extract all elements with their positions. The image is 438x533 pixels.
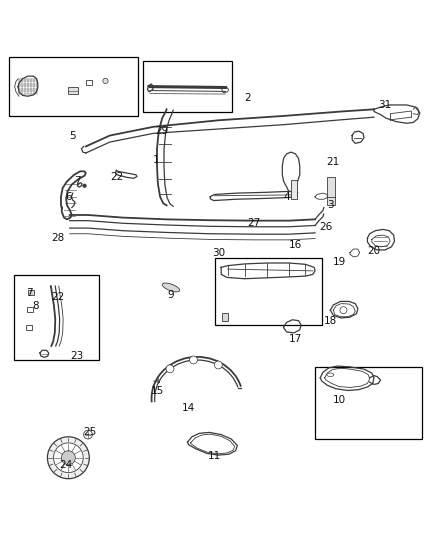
Text: 7: 7 <box>74 176 81 187</box>
Text: 8: 8 <box>32 301 39 311</box>
Circle shape <box>83 184 86 188</box>
Text: 21: 21 <box>326 157 339 167</box>
Bar <box>10 57 138 116</box>
Circle shape <box>340 306 347 313</box>
Text: 16: 16 <box>289 240 302 249</box>
Text: 20: 20 <box>367 246 381 256</box>
Text: 24: 24 <box>60 460 73 470</box>
Text: 6: 6 <box>65 192 72 201</box>
Circle shape <box>47 437 89 479</box>
Text: 17: 17 <box>289 334 302 344</box>
Circle shape <box>214 361 222 369</box>
Text: 3: 3 <box>327 200 334 211</box>
Ellipse shape <box>327 373 334 376</box>
Text: 1: 1 <box>152 155 159 165</box>
Text: 7: 7 <box>26 288 32 298</box>
Text: 28: 28 <box>51 233 64 243</box>
Bar <box>68 87 78 94</box>
Bar <box>143 61 232 111</box>
Bar <box>215 258 321 326</box>
Text: 23: 23 <box>71 351 84 361</box>
Text: 4: 4 <box>283 192 290 201</box>
Text: 14: 14 <box>182 403 195 414</box>
Text: 25: 25 <box>84 427 97 438</box>
Bar <box>27 307 33 312</box>
Text: 2: 2 <box>244 93 251 103</box>
Circle shape <box>61 451 75 465</box>
Text: 22: 22 <box>110 172 123 182</box>
Bar <box>223 313 228 321</box>
Text: 5: 5 <box>69 131 76 141</box>
Text: 10: 10 <box>332 394 346 405</box>
Text: 19: 19 <box>332 257 346 267</box>
Ellipse shape <box>162 283 180 292</box>
Bar <box>291 181 297 199</box>
Text: 15: 15 <box>151 386 165 396</box>
Bar <box>315 367 422 439</box>
Bar <box>86 79 92 85</box>
Text: 18: 18 <box>324 316 337 326</box>
Text: 29: 29 <box>155 126 169 136</box>
Circle shape <box>84 430 92 439</box>
Circle shape <box>103 78 108 84</box>
Text: 27: 27 <box>247 218 261 228</box>
Bar <box>26 325 32 330</box>
Circle shape <box>166 365 174 373</box>
Circle shape <box>53 443 83 473</box>
Text: 30: 30 <box>212 248 226 259</box>
Bar <box>14 275 99 360</box>
Text: 31: 31 <box>378 100 392 110</box>
Text: 9: 9 <box>168 290 174 300</box>
Text: 26: 26 <box>319 222 332 232</box>
Circle shape <box>190 356 198 364</box>
Bar <box>327 177 335 205</box>
Bar <box>28 289 34 295</box>
Text: 22: 22 <box>51 292 64 302</box>
Text: 11: 11 <box>208 451 221 462</box>
